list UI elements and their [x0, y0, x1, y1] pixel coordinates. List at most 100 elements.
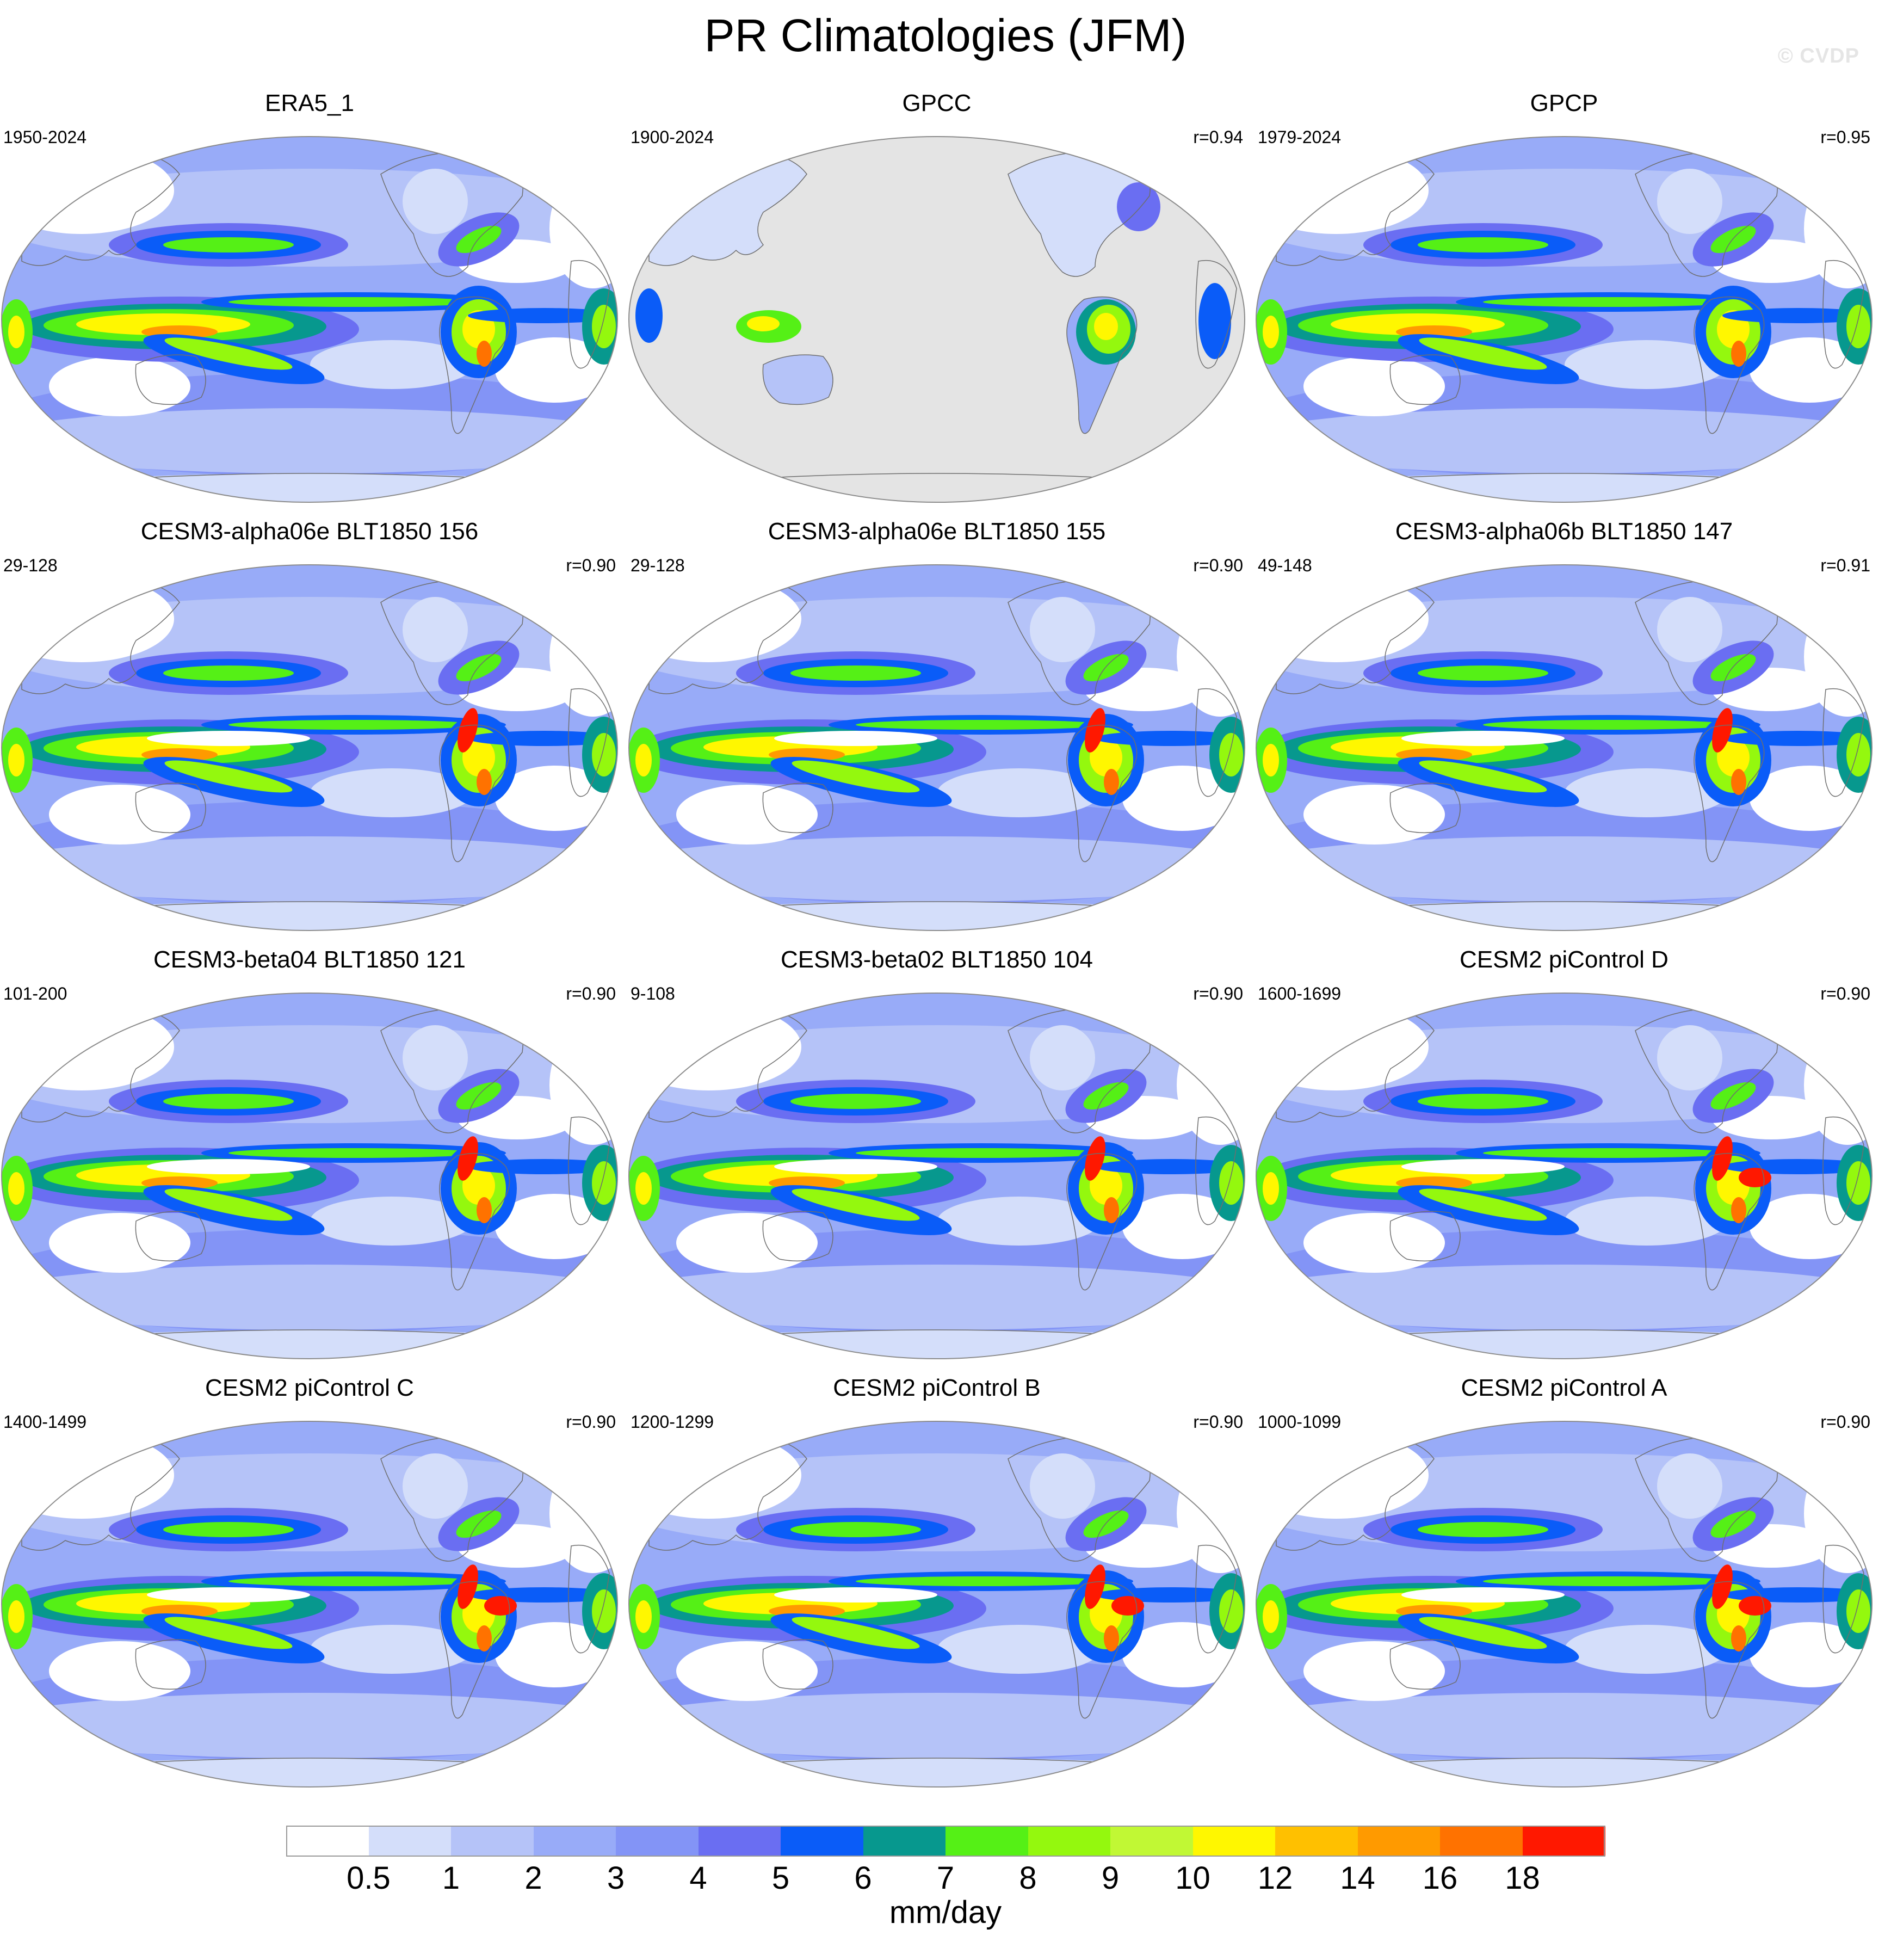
- coastline: [1066, 1152, 1138, 1291]
- colorbar-tick-label: 9: [1101, 1860, 1120, 1896]
- precip-contour: [792, 1617, 920, 1649]
- precip-map: [628, 136, 1245, 503]
- precip-contour: [1219, 1161, 1243, 1205]
- precip-contour: [164, 1188, 293, 1221]
- precip-contour: [1122, 1622, 1242, 1687]
- precip-contour: [1104, 1625, 1119, 1651]
- colorbar-unit: mm/day: [889, 1895, 1002, 1930]
- colorbar-tick-label: 16: [1422, 1860, 1458, 1896]
- precip-contour: [456, 654, 502, 682]
- coastline: [439, 1581, 510, 1719]
- precip-contour: [1122, 1194, 1242, 1259]
- precip-maximum: [1111, 1596, 1144, 1616]
- precip-contour: [1256, 836, 1872, 902]
- panel-period: 1950-2024: [3, 127, 87, 147]
- coastline: [439, 1152, 510, 1291]
- map-panel: CESM3-alpha06e BLT1850 156 29-128 r=0.90: [0, 515, 619, 935]
- colorbar-tick-label: 14: [1340, 1860, 1375, 1896]
- precip-contour: [1750, 1194, 1869, 1259]
- coastline: [1822, 260, 1864, 369]
- precip-contour: [1722, 308, 1872, 323]
- precip-contour: [1731, 769, 1746, 795]
- precip-contour: [456, 1510, 502, 1538]
- dry-tongue: [147, 1587, 310, 1602]
- precip-contour: [163, 1522, 294, 1537]
- coastline: [1389, 1639, 1461, 1690]
- map-panel: CESM3-alpha06b BLT1850 147 49-148 r=0.91: [1255, 515, 1874, 935]
- precip-map: [1256, 1421, 1873, 1788]
- colorbar-tick-label: 6: [854, 1860, 872, 1896]
- precip-contour: [635, 1172, 652, 1205]
- coastline: [1694, 1581, 1765, 1719]
- precip-contour: [495, 1194, 615, 1259]
- precip-contour: [477, 769, 492, 795]
- precip-contour: [1418, 1094, 1548, 1109]
- precip-contour: [468, 1159, 617, 1174]
- precip-contour: [1722, 731, 1872, 746]
- coastline: [1822, 1116, 1864, 1225]
- precip-contour: [228, 720, 479, 730]
- map-panel: CESM2 piControl D 1600-1699 r=0.90: [1255, 944, 1874, 1364]
- precip-contour: [1846, 1161, 1870, 1205]
- coastline: [1066, 1581, 1138, 1719]
- precip-contour: [1095, 1159, 1245, 1174]
- colorbar-tick-label: 5: [771, 1860, 790, 1896]
- map-outline: [628, 993, 1245, 1359]
- precip-contour: [1263, 1600, 1279, 1633]
- coastline: [1195, 1116, 1237, 1225]
- precip-contour: [228, 297, 479, 307]
- map-outline: [1256, 993, 1873, 1359]
- panel-title: CESM2 piControl C: [205, 1375, 414, 1401]
- precip-contour: [1256, 408, 1872, 473]
- map-panel: CESM2 piControl A 1000-1099 r=0.90: [1255, 1372, 1874, 1792]
- panel-correlation: r=0.94: [1193, 127, 1243, 147]
- colorbar-tick-label: 18: [1505, 1860, 1540, 1896]
- panel-period: 1979-2024: [1258, 127, 1342, 147]
- precip-contour: [635, 1600, 652, 1633]
- panel-title: CESM2 piControl D: [1460, 946, 1668, 973]
- precip-contour: [1030, 597, 1095, 662]
- precip-contour: [1303, 785, 1445, 845]
- map-panel: CESM2 piControl B 1200-1299 r=0.90: [627, 1372, 1246, 1792]
- precip-maximum: [1085, 1136, 1105, 1181]
- precip-contour: [403, 1453, 468, 1519]
- dry-tongue: [1401, 1159, 1565, 1174]
- precip-contour: [856, 1148, 1106, 1158]
- precip-contour: [1083, 1082, 1129, 1110]
- precip-contour: [1263, 1172, 1279, 1205]
- precip-contour: [1846, 305, 1870, 348]
- precip-contour: [1731, 1625, 1746, 1651]
- precip-contour: [49, 1641, 190, 1701]
- precip-maximum: [458, 1564, 478, 1609]
- precip-contour: [163, 665, 294, 681]
- precip-contour: [1090, 738, 1122, 776]
- precip-contour: [1418, 1522, 1548, 1537]
- map-outline: [628, 136, 1245, 503]
- map-outline: [1, 136, 618, 503]
- precip-contour: [790, 665, 921, 681]
- colorbar-tick-label: 8: [1019, 1860, 1037, 1896]
- precip-contour: [1303, 356, 1445, 416]
- precip-contour: [1565, 340, 1728, 389]
- panel-correlation: r=0.90: [1193, 1412, 1243, 1432]
- coastline: [1694, 724, 1765, 862]
- precip-maximum: [1085, 1564, 1105, 1609]
- panel-title: GPCP: [1530, 90, 1598, 116]
- dry-tongue: [147, 1159, 310, 1174]
- precip-contour: [8, 744, 24, 776]
- panel-correlation: r=0.90: [1820, 984, 1870, 1003]
- map-outline: [1256, 564, 1873, 931]
- precip-contour: [1565, 768, 1728, 817]
- precip-contour: [468, 731, 617, 746]
- precip-contour: [1419, 337, 1547, 370]
- colorbar-tick-label: 12: [1257, 1860, 1293, 1896]
- dry-tongue: [147, 731, 310, 746]
- coastline: [1066, 296, 1138, 434]
- dry-tongue: [774, 1159, 937, 1174]
- panel-title: CESM3-beta02 BLT1850 104: [781, 946, 1093, 973]
- map-panel: CESM3-alpha06e BLT1850 155 29-128 r=0.90: [627, 515, 1246, 935]
- precip-contour: [937, 1197, 1101, 1246]
- colorbar-tick-label: 2: [524, 1860, 542, 1896]
- precip-maximum: [484, 1596, 517, 1616]
- coastline: [568, 1544, 610, 1654]
